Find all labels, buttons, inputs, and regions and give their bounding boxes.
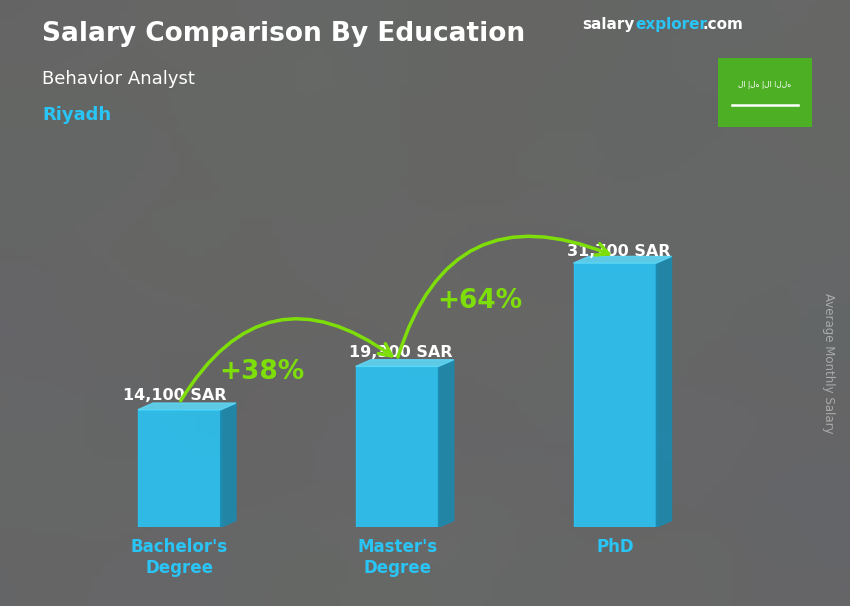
Text: 19,300 SAR: 19,300 SAR xyxy=(349,345,453,360)
Text: لا إله إلا الله: لا إله إلا الله xyxy=(739,79,791,88)
Text: +38%: +38% xyxy=(219,359,304,385)
Text: +64%: +64% xyxy=(437,288,523,314)
Polygon shape xyxy=(138,403,236,410)
Text: Average Monthly Salary: Average Monthly Salary xyxy=(822,293,836,434)
Polygon shape xyxy=(355,360,454,367)
Polygon shape xyxy=(574,256,672,263)
Polygon shape xyxy=(574,263,656,527)
Text: 14,100 SAR: 14,100 SAR xyxy=(122,388,226,403)
Text: 31,700 SAR: 31,700 SAR xyxy=(567,244,671,259)
Text: Riyadh: Riyadh xyxy=(42,106,111,124)
Polygon shape xyxy=(439,360,454,527)
Text: .com: .com xyxy=(702,17,743,32)
Polygon shape xyxy=(138,410,221,527)
Polygon shape xyxy=(221,403,236,527)
Text: explorer: explorer xyxy=(636,17,708,32)
Polygon shape xyxy=(656,256,672,527)
Text: salary: salary xyxy=(582,17,635,32)
Polygon shape xyxy=(355,367,439,527)
Text: Salary Comparison By Education: Salary Comparison By Education xyxy=(42,21,525,47)
Text: Behavior Analyst: Behavior Analyst xyxy=(42,70,196,88)
